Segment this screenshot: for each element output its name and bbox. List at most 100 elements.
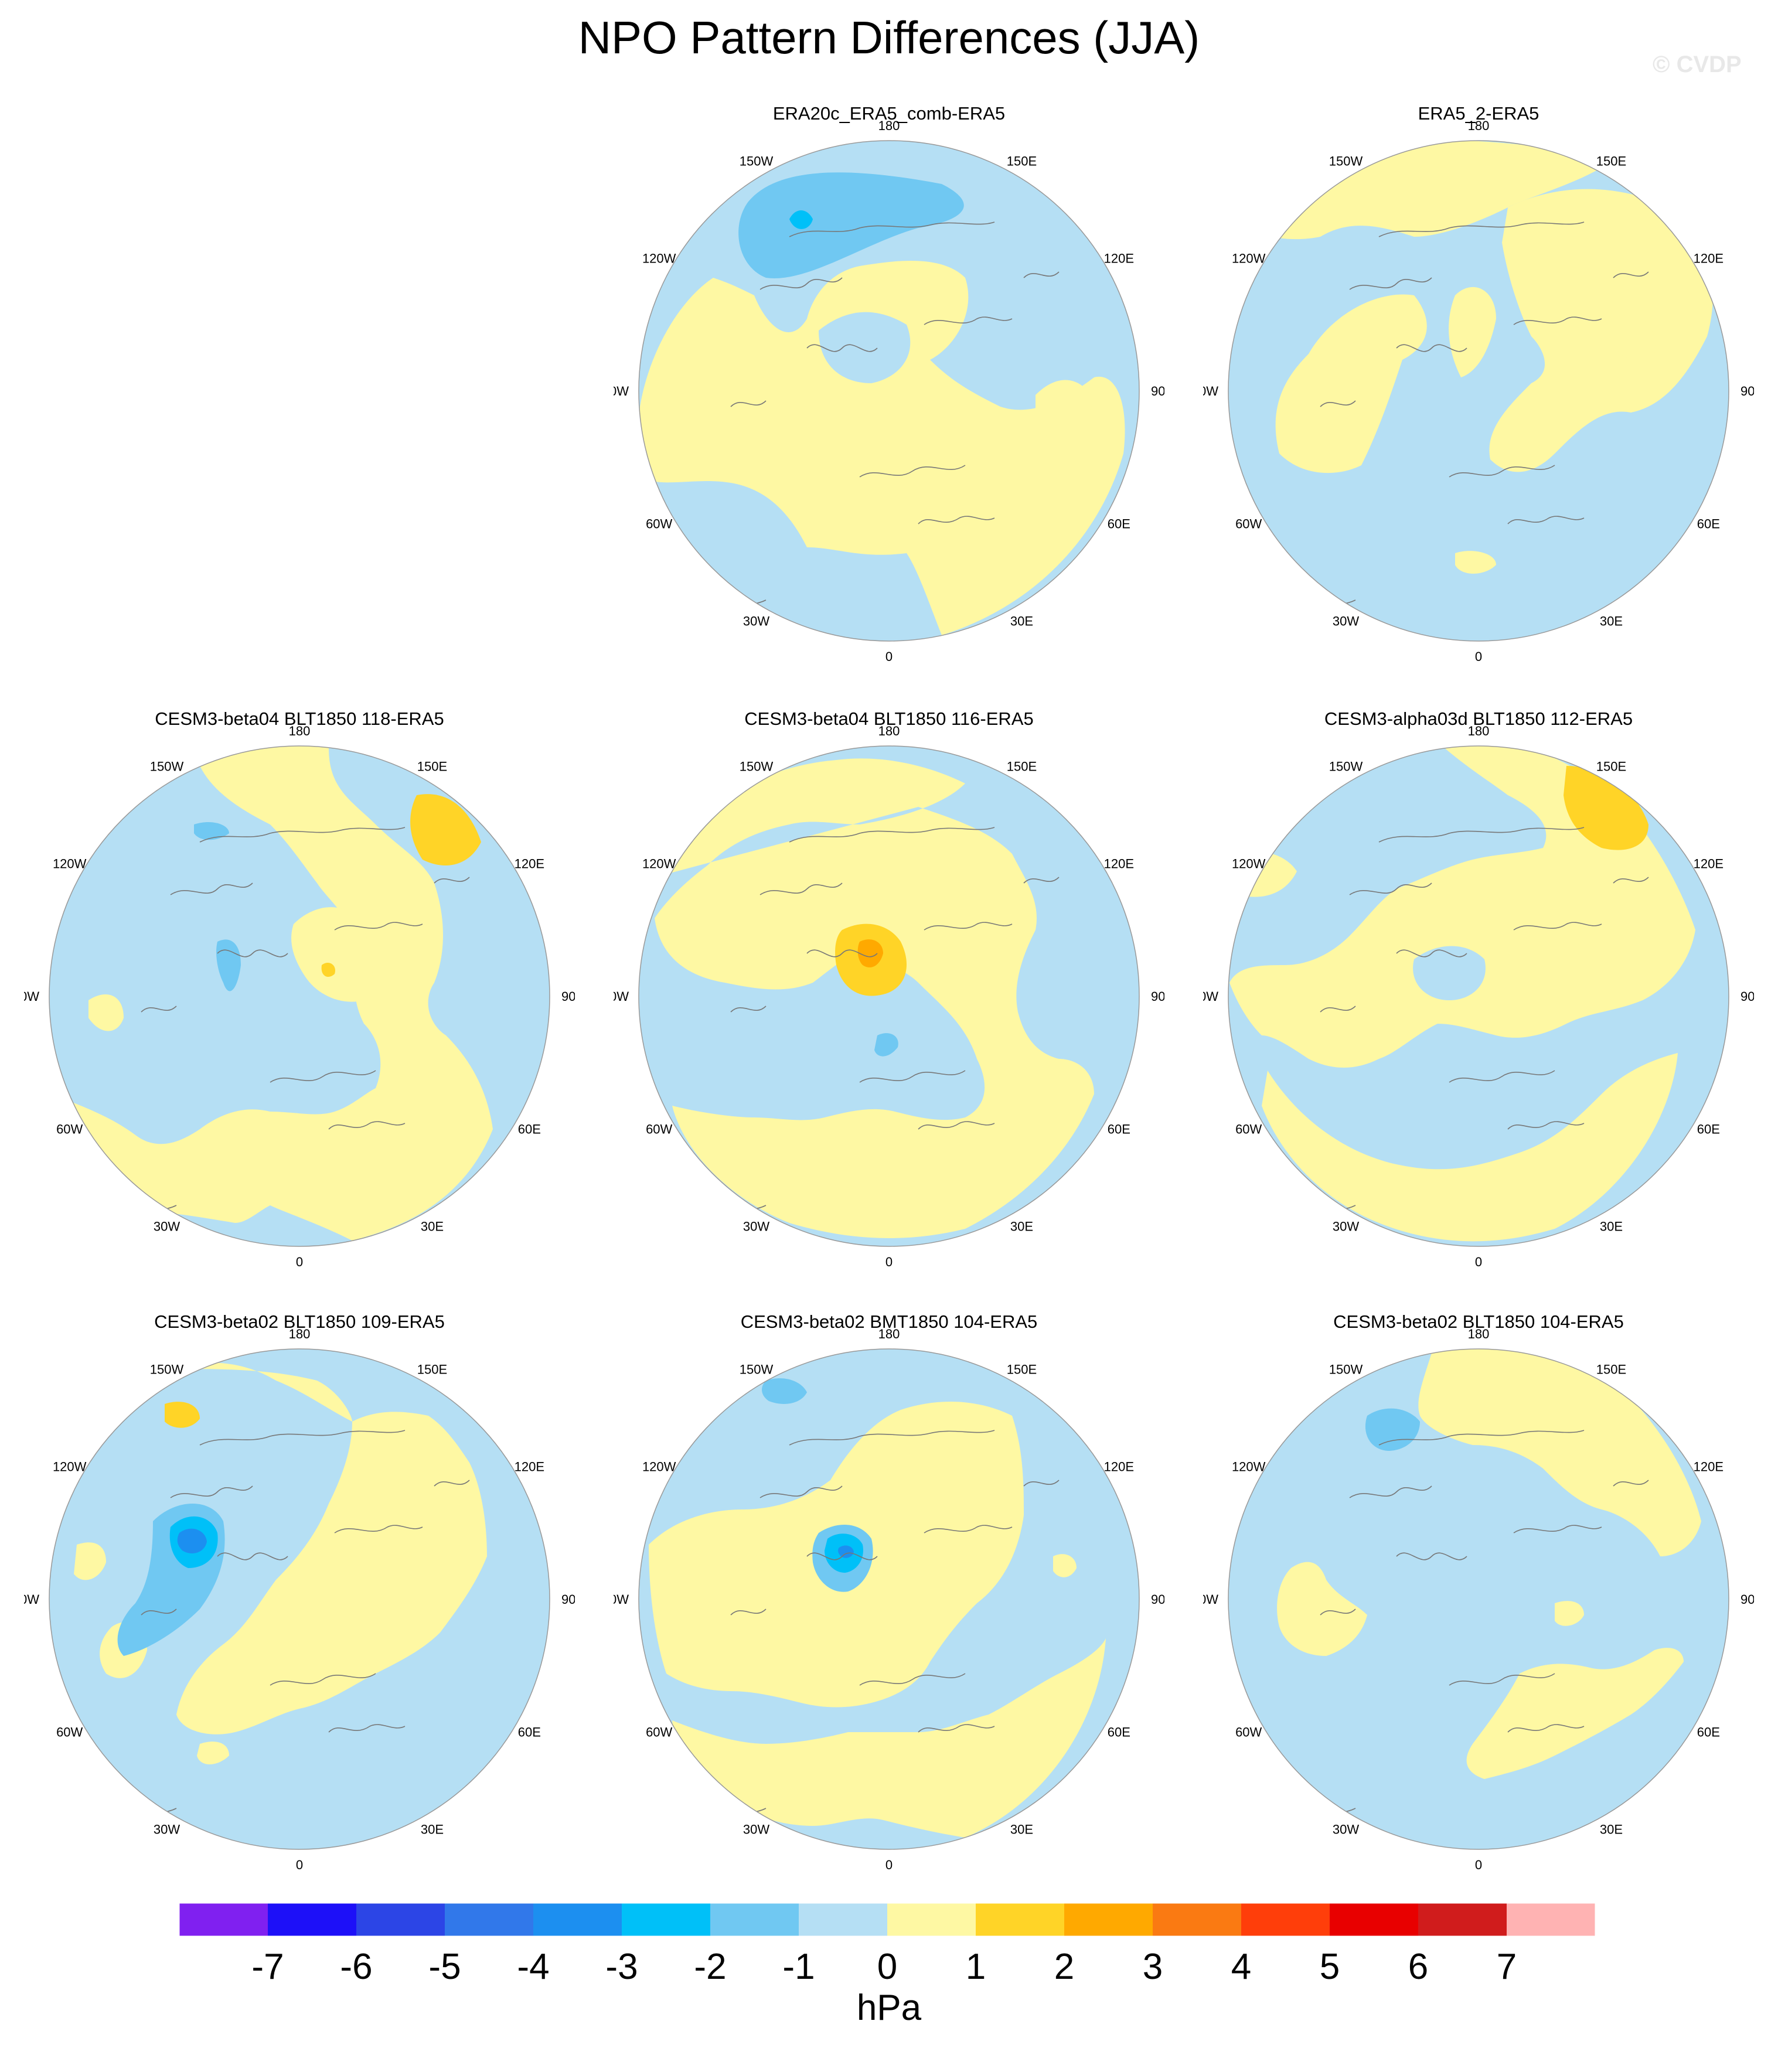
- longitude-label: 30E: [1010, 614, 1033, 628]
- map-panel-7: CESM3-beta02 BMT1850 104-ERA5 180 150E 120…: [614, 1310, 1164, 1896]
- coastline: [924, 316, 1013, 325]
- map-panel-1: ERA20c_ERA5_comb-ERA5 180 150E 120E 90E 60E 3…: [614, 102, 1164, 688]
- longitude-label: 60E: [1108, 1122, 1130, 1137]
- longitude-label: 120W: [53, 857, 87, 871]
- map-panel-5: CESM3-alpha03d BLT1850 112-ERA5 180 150E 1…: [1203, 707, 1754, 1293]
- contour-region: [177, 1528, 207, 1553]
- longitude-label: 30W: [743, 614, 769, 628]
- colorbar-tick-label: -6: [340, 1947, 373, 1987]
- colorbar-tick-label: 3: [1142, 1947, 1163, 1987]
- coastline: [859, 1070, 966, 1083]
- coastline: [434, 1480, 470, 1487]
- longitude-label: 60E: [518, 1725, 541, 1740]
- longitude-label: 150E: [417, 759, 447, 774]
- longitude-label: 90W: [614, 384, 629, 398]
- contour-field: [1228, 746, 1729, 1246]
- longitude-label: 120E: [1694, 857, 1723, 871]
- coastline: [1507, 1724, 1585, 1733]
- coastline: [141, 1608, 177, 1616]
- longitude-label: 120W: [1232, 857, 1266, 871]
- longitude-label: 0: [1475, 1255, 1482, 1269]
- contour-region: [74, 1542, 106, 1580]
- map-boundary: [49, 745, 550, 1247]
- longitude-label: 120W: [642, 251, 676, 266]
- longitude-label: 90E: [1740, 384, 1754, 398]
- longitude-label: 30E: [1600, 614, 1623, 628]
- map-boundary: [1228, 1348, 1729, 1850]
- colorbar-tick-label: -2: [694, 1947, 727, 1987]
- contour-region: [165, 1402, 200, 1428]
- longitude-label: 90E: [561, 1592, 575, 1607]
- contour-region: [857, 939, 883, 967]
- panel-title: CESM3-beta04 BLT1850 118-ERA5: [155, 708, 444, 729]
- coastline: [1613, 877, 1649, 884]
- map-boundary: [638, 1348, 1140, 1850]
- longitude-label: 0: [296, 1255, 303, 1269]
- colorbar-swatch: [1418, 1903, 1507, 1936]
- colorbar-tick-label: 2: [1054, 1947, 1075, 1987]
- longitude-label: 30W: [1333, 1219, 1359, 1233]
- longitude-label: 180: [289, 724, 311, 738]
- contour-region: [762, 1378, 807, 1404]
- colorbar-tick-label: 7: [1496, 1947, 1517, 1987]
- longitude-label: 150W: [1329, 759, 1363, 774]
- coastline: [859, 465, 966, 478]
- coastline: [806, 1552, 878, 1560]
- coastline: [1320, 1006, 1356, 1013]
- longitude-label: 0: [885, 649, 893, 664]
- coastline: [1449, 1673, 1555, 1686]
- contour-region: [738, 172, 964, 278]
- colorbar-swatch: [179, 1903, 268, 1936]
- coastline: [434, 877, 470, 884]
- contour-field: [639, 141, 1139, 641]
- coastline: [1320, 400, 1356, 407]
- longitude-label: 150W: [1329, 154, 1363, 169]
- longitude-label: 60W: [646, 517, 672, 531]
- coastline: [334, 922, 423, 931]
- contour-region: [1466, 1648, 1684, 1779]
- longitude-label: 120W: [642, 1460, 676, 1474]
- longitude-label: 60E: [1108, 1725, 1130, 1740]
- colorbar-tick-label: 4: [1231, 1947, 1252, 1987]
- longitude-label: 120E: [1694, 251, 1723, 266]
- contour-region: [291, 907, 373, 1002]
- polar-map: 180 150E 120E 90E 60E 30E 0 30W 60W 90W 120W 150W: [1203, 724, 1754, 1269]
- coastline: [1023, 877, 1060, 884]
- coastline: [730, 400, 767, 407]
- coastline: [1378, 221, 1585, 237]
- contour-region: [1036, 380, 1094, 437]
- colorbar-swatch: [710, 1903, 799, 1936]
- map-panel-6: CESM3-beta02 BLT1850 109-ERA5 180 150E 120…: [24, 1310, 575, 1896]
- longitude-label: 150E: [417, 1362, 447, 1377]
- contour-field: [49, 746, 550, 1246]
- contour-field: [639, 746, 1139, 1246]
- contour-region: [655, 758, 1094, 1239]
- colorbar-tick-label: -5: [428, 1947, 461, 1987]
- coastline: [270, 1070, 376, 1083]
- colorbar-swatch: [1330, 1903, 1418, 1936]
- contour-region: [171, 1362, 487, 1734]
- contour-region: [197, 1742, 229, 1764]
- longitude-label: 120E: [515, 1460, 544, 1474]
- coastline: [217, 949, 288, 957]
- contour-region: [216, 939, 241, 991]
- longitude-label: 0: [885, 1858, 893, 1872]
- contour-region: [838, 1545, 854, 1558]
- contour-region: [1365, 1408, 1420, 1451]
- longitude-label: 120E: [1104, 1460, 1134, 1474]
- longitude-label: 30W: [154, 1822, 180, 1836]
- longitude-label: 90W: [1203, 989, 1218, 1004]
- longitude-label: 90E: [561, 989, 575, 1004]
- contour-region: [410, 794, 481, 865]
- map-panel-2: ERA5_2-ERA5 180 150E 120E 90E 60E 30E 0 30W 60W 9…: [1203, 102, 1754, 688]
- polar-map: 180 150E 120E 90E 60E 30E 0 30W 60W 90W 120W 150W: [24, 724, 575, 1269]
- coastline: [328, 1724, 406, 1733]
- longitude-label: 180: [1468, 118, 1490, 133]
- longitude-label: 60W: [646, 1725, 672, 1740]
- longitude-label: 150E: [1007, 759, 1037, 774]
- longitude-label: 120W: [1232, 1460, 1266, 1474]
- coastline: [789, 827, 995, 843]
- longitude-label: 30W: [743, 1822, 769, 1836]
- longitude-label: 90W: [1203, 384, 1218, 398]
- longitude-label: 150E: [1596, 154, 1626, 169]
